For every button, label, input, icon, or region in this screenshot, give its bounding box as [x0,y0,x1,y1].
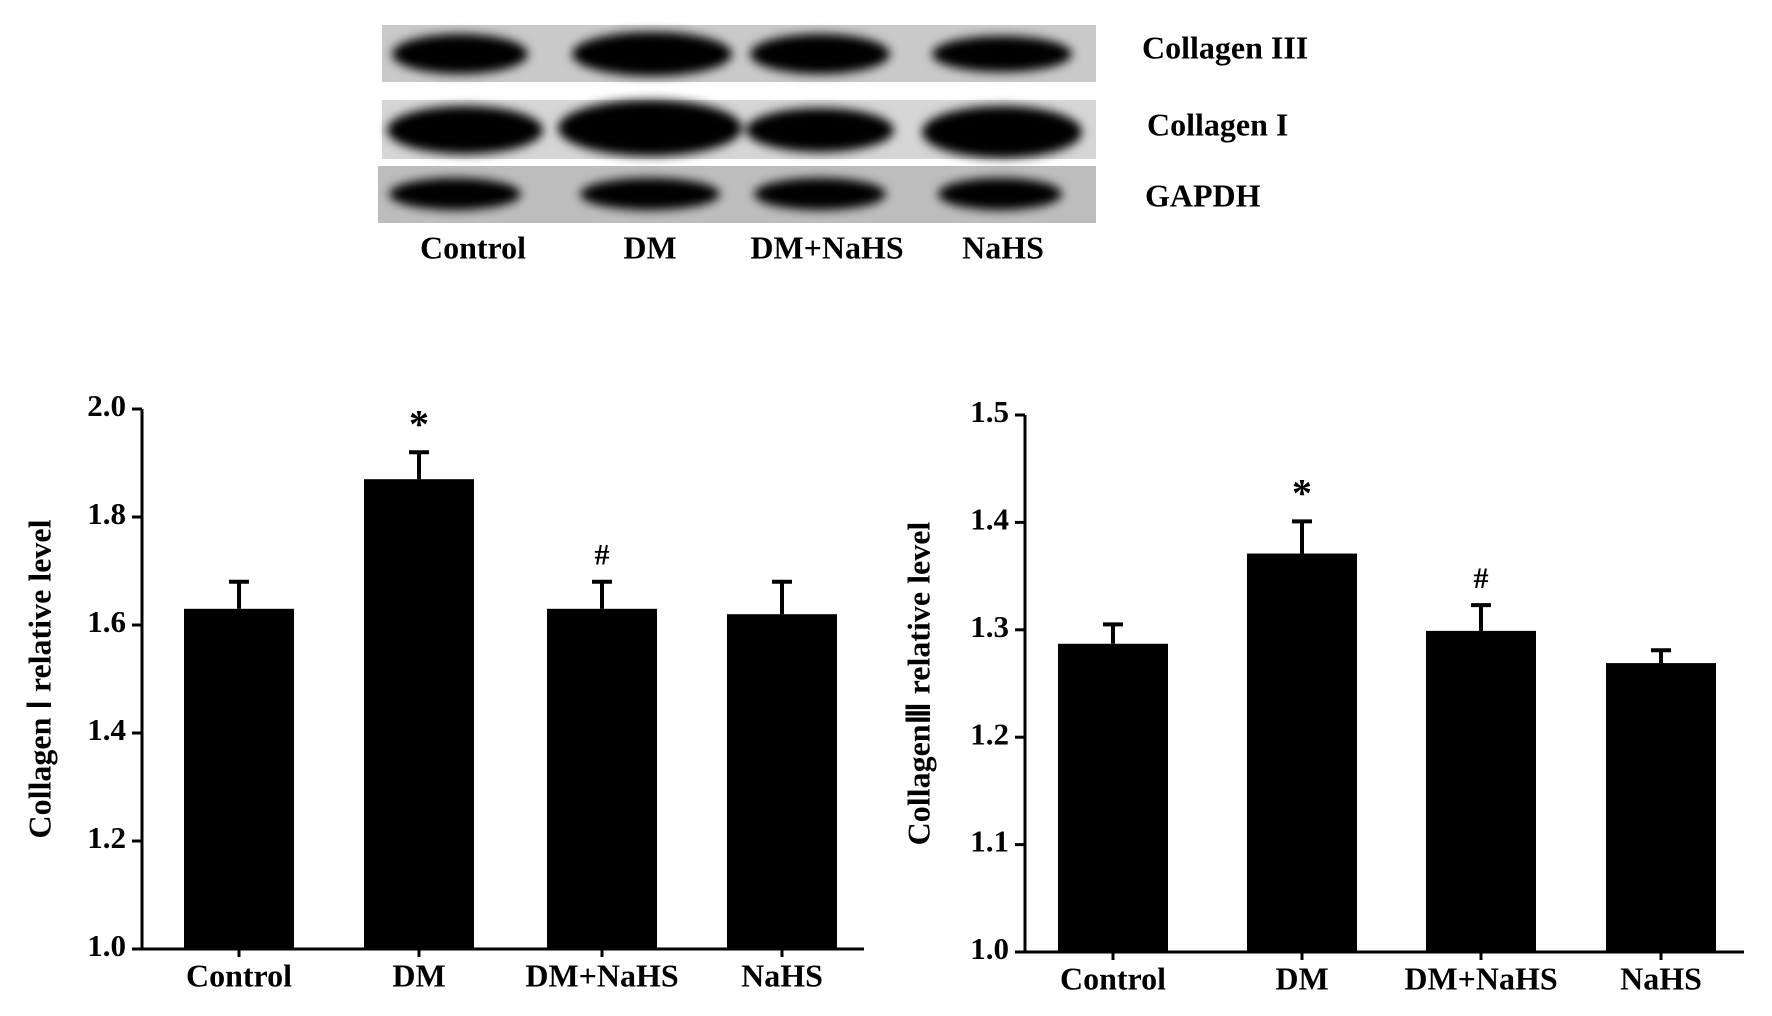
x-tick-label: NaHS [741,957,823,993]
x-tick-label: DM [392,957,445,993]
bar [1247,553,1357,952]
y-axis-label: Collagen Ⅰ relative level [21,519,57,838]
x-tick-label: DM+NaHS [525,957,678,993]
bar [1058,643,1168,952]
y-tick-label: 1.2 [970,716,1009,751]
y-tick-label: 1.8 [87,496,126,531]
x-tick-label: DM+NaHS [1404,960,1557,996]
bar [547,608,657,949]
x-tick-label: Control [1060,960,1166,996]
blot-lane-label: Control [420,229,526,265]
y-axis-label: CollagenⅢ relative level [900,522,936,846]
significance-mark: # [1474,562,1489,595]
significance-mark: # [595,539,610,572]
bar [364,479,474,949]
significance-mark: * [1292,470,1312,515]
y-tick-label: 1.4 [970,502,1009,537]
blot-lane-label: DM [623,229,676,265]
y-tick-label: 1.1 [970,824,1009,859]
y-tick-label: 1.0 [970,931,1009,966]
bar [1606,663,1716,952]
y-tick-label: 1.4 [87,712,126,747]
significance-mark: * [409,401,429,446]
blot-lane-label: NaHS [962,229,1044,265]
y-tick-label: 1.5 [970,394,1009,429]
blot-row-label: Collagen III [1142,29,1308,65]
y-tick-label: 1.3 [970,609,1009,644]
x-tick-label: NaHS [1620,960,1702,996]
blot-row-label: Collagen I [1147,106,1288,142]
bar [1426,630,1536,952]
y-tick-label: 2.0 [87,388,126,423]
bar [184,608,294,949]
y-tick-label: 1.0 [87,928,126,963]
blot-row-label: GAPDH [1145,177,1261,213]
x-tick-label: Control [186,957,292,993]
blot-image [378,25,1096,223]
y-tick-label: 1.2 [87,820,126,855]
bar [727,614,837,949]
x-tick-label: DM [1275,960,1328,996]
blot-lane-label: DM+NaHS [750,229,903,265]
y-tick-label: 1.6 [87,604,126,639]
